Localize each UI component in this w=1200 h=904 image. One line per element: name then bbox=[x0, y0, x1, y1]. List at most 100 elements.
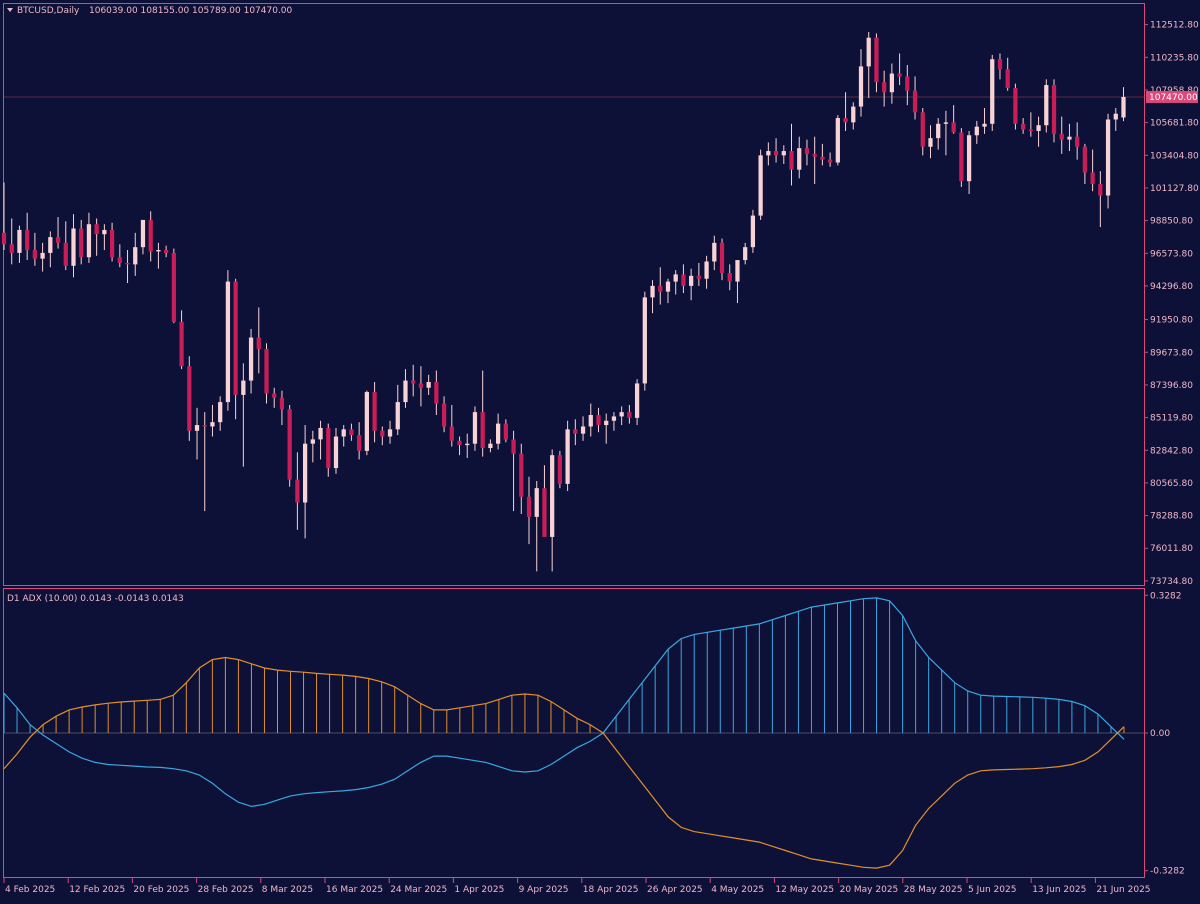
candle bbox=[233, 278, 238, 420]
candle-body-bear bbox=[843, 118, 848, 123]
candle bbox=[673, 270, 678, 295]
candle bbox=[526, 476, 532, 545]
indicator-label: D1 ADX (10.00) 0.0143 -0.0143 0.0143 bbox=[7, 594, 184, 604]
candle-body-bull bbox=[588, 415, 593, 427]
candle bbox=[511, 430, 516, 512]
candle-body-bull bbox=[565, 429, 570, 484]
candle bbox=[920, 108, 925, 156]
price-axis: 112512.80 110235.80 107958.80 105681.80 1034… bbox=[1144, 21, 1199, 587]
candle-body-bear bbox=[920, 112, 925, 147]
candle bbox=[619, 406, 624, 426]
candle-body-bull bbox=[758, 155, 763, 216]
candle bbox=[580, 416, 586, 441]
candle-body-bear bbox=[449, 426, 454, 441]
candle-body-bear bbox=[441, 403, 447, 427]
time-tick-label: 24 Mar 2025 bbox=[390, 885, 447, 895]
candle bbox=[364, 390, 369, 456]
candle-body-bull bbox=[797, 148, 802, 170]
time-tick-label: 20 Feb 2025 bbox=[133, 885, 189, 895]
price-tick-label: 73734.80 bbox=[1150, 577, 1193, 587]
candle bbox=[349, 423, 354, 441]
candle bbox=[588, 403, 593, 437]
oscillator-line-blue bbox=[3, 597, 1125, 808]
time-tick-label: 9 Apr 2025 bbox=[519, 885, 569, 895]
candle bbox=[1113, 108, 1118, 131]
candle-body-bull bbox=[40, 252, 45, 259]
candle bbox=[140, 219, 146, 255]
candle bbox=[40, 242, 45, 272]
candle bbox=[851, 102, 856, 130]
candle-body-bear bbox=[905, 76, 910, 91]
candle bbox=[951, 105, 956, 134]
candle-body-bull bbox=[642, 297, 647, 384]
candle bbox=[457, 436, 462, 456]
candle-body-bear bbox=[63, 242, 68, 266]
price-tick-label: 103404.80 bbox=[1150, 151, 1199, 161]
candle bbox=[858, 49, 864, 117]
candle-body-bear bbox=[1051, 85, 1057, 134]
candle-body-bull bbox=[218, 402, 223, 423]
symbol-menu-triangle-icon[interactable] bbox=[7, 8, 13, 12]
candle-body-bear bbox=[959, 132, 964, 182]
candle bbox=[565, 420, 570, 492]
candle-body-bull bbox=[1036, 125, 1041, 131]
candle-body-bull bbox=[140, 219, 146, 248]
candle bbox=[1082, 143, 1088, 185]
indicator-tick-label: 0.00 bbox=[1150, 729, 1170, 739]
candle-body-bull bbox=[604, 420, 609, 426]
candle bbox=[650, 280, 655, 314]
candle-body-bear bbox=[32, 250, 38, 259]
candle-body-bull bbox=[318, 427, 323, 440]
candle bbox=[302, 425, 308, 539]
candle bbox=[357, 422, 362, 460]
candle-body-bull bbox=[364, 392, 369, 451]
candle-body-bear bbox=[1059, 133, 1064, 140]
price-tick-label: 76011.80 bbox=[1150, 544, 1193, 554]
candle-body-bull bbox=[966, 135, 972, 182]
candle bbox=[843, 92, 848, 131]
candle-body-bull bbox=[472, 412, 478, 444]
candle-body-bear bbox=[557, 455, 563, 484]
candle-body-bear bbox=[380, 430, 385, 437]
price-tick-label: 80565.80 bbox=[1150, 479, 1193, 489]
candle-body-bull bbox=[990, 59, 995, 124]
candle-body-bear bbox=[812, 153, 817, 157]
candle bbox=[1090, 149, 1095, 192]
candle-body-bear bbox=[79, 228, 84, 258]
candle-body-bull bbox=[735, 260, 740, 282]
candle-body-bull bbox=[974, 126, 979, 136]
candle bbox=[71, 214, 76, 278]
candle bbox=[882, 70, 887, 107]
candle bbox=[333, 427, 339, 474]
time-tick-label: 20 May 2025 bbox=[840, 885, 899, 895]
candle bbox=[179, 310, 184, 370]
candle bbox=[202, 412, 207, 512]
candle-body-bull bbox=[851, 106, 856, 123]
time-tick-label: 13 Jun 2025 bbox=[1032, 885, 1086, 895]
candle-body-bear bbox=[1028, 129, 1033, 131]
candle bbox=[1075, 122, 1080, 160]
candle-body-bear bbox=[1, 232, 7, 245]
candle bbox=[1105, 113, 1111, 209]
candle bbox=[820, 143, 825, 166]
candle-body-bear bbox=[696, 275, 701, 279]
price-tick-label: 78288.80 bbox=[1150, 512, 1193, 522]
candle-body-bull bbox=[387, 429, 393, 437]
candle bbox=[318, 420, 323, 460]
candle-body-bear bbox=[295, 479, 300, 503]
candle bbox=[719, 238, 725, 281]
candle-body-bull bbox=[241, 380, 246, 395]
price-tick-label: 91950.80 bbox=[1150, 316, 1193, 326]
candle bbox=[117, 244, 122, 268]
candle bbox=[465, 433, 470, 459]
candle bbox=[133, 232, 138, 276]
candle-body-bull bbox=[156, 250, 161, 252]
candle bbox=[634, 379, 640, 426]
candle-body-bull bbox=[550, 455, 555, 537]
candle bbox=[32, 232, 38, 266]
candle bbox=[1036, 116, 1041, 147]
candle bbox=[604, 413, 609, 444]
candle-body-bull bbox=[766, 151, 771, 156]
